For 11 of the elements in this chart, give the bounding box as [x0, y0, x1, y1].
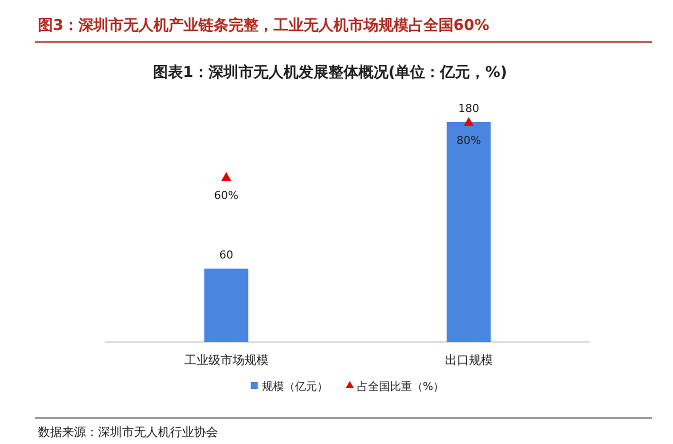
data-label: 80%	[456, 134, 481, 147]
legend-label: 占全国比重（%）	[356, 380, 444, 393]
data-label: 60	[219, 248, 234, 262]
source-note: 数据来源：深圳市无人机行业协会	[38, 425, 218, 439]
x-tick-label: 出口规模	[444, 353, 493, 367]
data-label: 180	[458, 102, 480, 115]
data-label: 60%	[214, 189, 238, 202]
x-tick-label: 工业级市场规模	[184, 353, 268, 367]
chart-subtitle: 图表1：深圳市无人机发展整体概况(单位：亿元，%)	[152, 63, 508, 81]
chart-title: 图3：深圳市无人机产业链条完整，工业无人机市场规模占全国60%	[38, 16, 490, 34]
legend-label: 规模（亿元）	[262, 380, 328, 393]
